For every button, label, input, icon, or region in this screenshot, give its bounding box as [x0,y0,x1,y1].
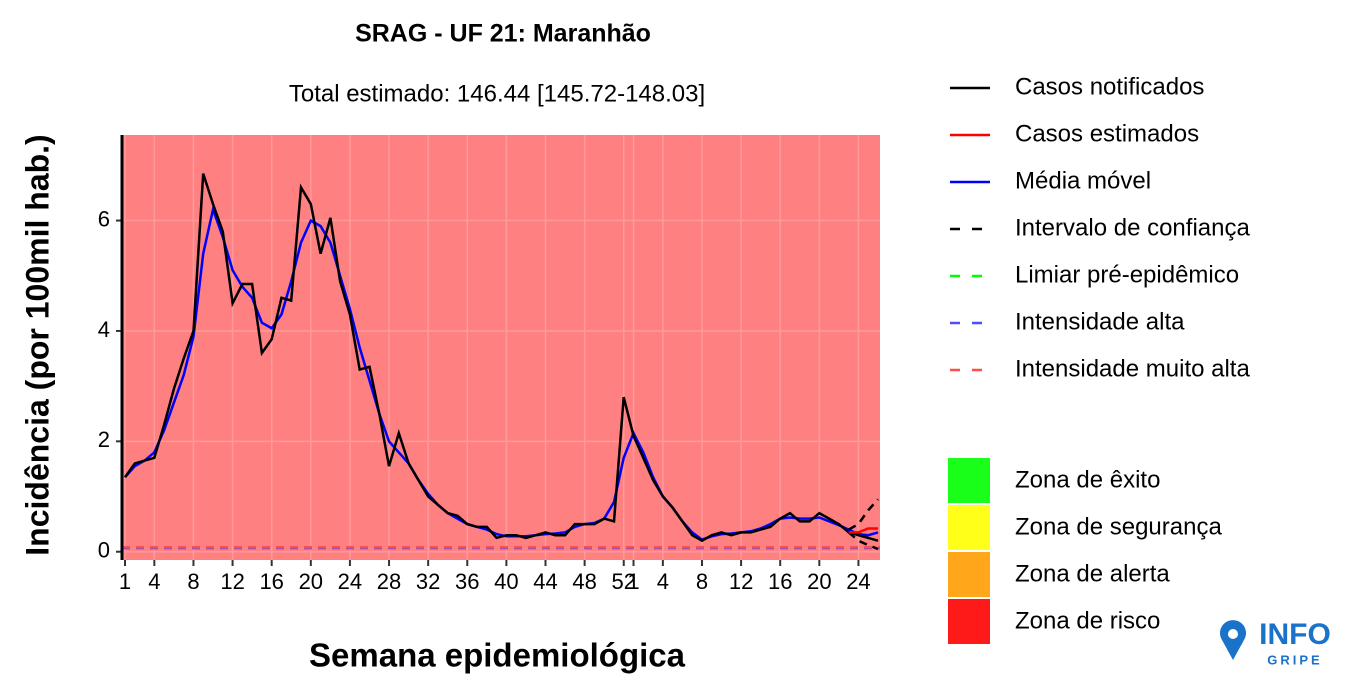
logo-subtext: GRIPE [1267,652,1322,667]
zone-swatch [948,458,990,503]
y-tick-label: 0 [98,538,110,563]
series-line [123,173,879,543]
x-tick-label: 36 [455,569,479,594]
x-tick-label: 16 [768,569,792,594]
series-line [848,527,878,534]
zone-label: Zona de segurança [1015,513,1222,540]
x-tick-label: 12 [729,569,753,594]
zone-label: Zona de alerta [1015,560,1170,587]
ci-lower [847,531,879,551]
x-tick-label: 16 [259,569,283,594]
y-tick-label: 6 [98,206,110,231]
legend-label: Intensidade alta [1015,308,1185,335]
x-tick-label: 12 [220,569,244,594]
legend-label: Casos notificados [1015,73,1204,100]
chart-subtitle: Total estimado: 146.44 [145.72-148.03] [289,80,705,107]
logo: INFO GRIPE [1220,618,1331,667]
zone-label: Zona de êxito [1015,466,1160,493]
x-tick-label: 28 [377,569,401,594]
legend-label: Limiar pré-epidêmico [1015,261,1239,288]
x-tick-label: 20 [807,569,831,594]
chart-title: SRAG - UF 21: Maranhão [355,20,651,48]
legend-label: Intervalo de confiança [1015,214,1250,241]
x-tick-label: 4 [148,569,160,594]
zone-swatch [948,505,990,550]
legend-label: Média móvel [1015,167,1151,194]
x-tick-label: 1 [119,569,131,594]
y-tick-label: 4 [98,317,110,342]
x-tick-label: 8 [187,569,199,594]
x-axis-label: Semana epidemiológica [309,637,686,674]
x-tick-label: 52 [611,569,635,594]
y-tick-label: 2 [98,427,110,452]
logo-text: INFO [1259,618,1331,651]
x-tick-label: 4 [657,569,669,594]
legend-label: Intensidade muito alta [1015,355,1250,382]
zone-label: Zona de risco [1015,607,1160,634]
logo-pin [1220,620,1247,660]
x-tick-label: 48 [572,569,596,594]
x-tick-label: 1 [627,569,639,594]
x-tick-label: 32 [416,569,440,594]
y-axis-label: Incidência (por 100mil hab.) [19,134,55,555]
x-tick-label: 44 [533,569,557,594]
ci-upper [848,498,879,531]
x-tick-label: 8 [696,569,708,594]
zone-swatch [948,552,990,597]
legend-label: Casos estimados [1015,120,1199,147]
x-tick-label: 40 [494,569,518,594]
x-tick-label: 24 [846,569,870,594]
x-tick-label: 24 [338,569,362,594]
zone-swatch [948,599,990,644]
logo-pin-hole [1228,629,1238,639]
x-tick-label: 20 [299,569,323,594]
plot-background [122,135,880,560]
